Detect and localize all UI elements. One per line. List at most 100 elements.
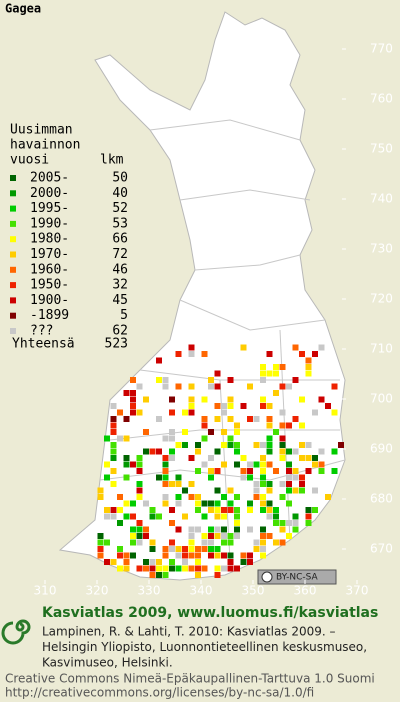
observation-square bbox=[136, 383, 143, 390]
observation-square bbox=[143, 526, 149, 533]
observation-square bbox=[143, 429, 149, 435]
observation-square bbox=[247, 552, 253, 559]
observation-square bbox=[195, 572, 201, 578]
license-line: Creative Commons Nimeä-Epäkaupallinen-Ta… bbox=[5, 672, 375, 686]
observation-square bbox=[286, 481, 292, 487]
observation-square bbox=[110, 507, 117, 513]
observation-square bbox=[299, 351, 305, 357]
observation-square bbox=[182, 429, 188, 435]
legend-heading: Uusimman bbox=[10, 123, 73, 138]
observation-square bbox=[104, 539, 110, 546]
observation-square bbox=[136, 494, 143, 500]
observation-square bbox=[104, 461, 110, 468]
legend-count: 62 bbox=[112, 324, 128, 339]
observation-square bbox=[260, 403, 266, 409]
observation-square bbox=[123, 500, 130, 507]
observation-square bbox=[162, 435, 169, 442]
observation-square bbox=[292, 344, 299, 351]
observation-square bbox=[149, 507, 156, 513]
observation-square bbox=[273, 468, 279, 474]
observation-square bbox=[240, 468, 247, 474]
observation-square bbox=[195, 526, 201, 533]
observation-square bbox=[266, 481, 273, 487]
observation-square bbox=[136, 520, 143, 526]
observation-square bbox=[227, 559, 234, 565]
observation-square bbox=[208, 468, 214, 474]
observation-square bbox=[279, 494, 286, 500]
legend-count: 32 bbox=[112, 278, 128, 293]
observation-square bbox=[286, 468, 292, 474]
citation-line: Helsingin Yliopisto, Luonnontieteellinen… bbox=[42, 640, 367, 654]
legend-label: 2005- bbox=[30, 171, 69, 186]
observation-square bbox=[266, 403, 273, 409]
observation-square bbox=[182, 559, 188, 565]
observation-square bbox=[227, 396, 234, 403]
observation-square bbox=[279, 539, 286, 546]
observation-square bbox=[266, 435, 273, 442]
footer-heading: Kasviatlas 2009, www.luomus.fi/kasviatla… bbox=[42, 605, 378, 621]
observation-square bbox=[188, 552, 195, 559]
observation-square bbox=[162, 500, 169, 507]
y-tick-label: 730 bbox=[370, 242, 393, 256]
observation-square bbox=[240, 552, 247, 559]
observation-square bbox=[292, 448, 299, 455]
observation-square bbox=[266, 513, 273, 520]
y-tick-label: 700 bbox=[370, 392, 393, 406]
observation-square bbox=[305, 370, 312, 377]
observation-square bbox=[214, 383, 221, 390]
observation-square bbox=[234, 507, 240, 513]
observation-square bbox=[149, 559, 156, 565]
legend-swatch bbox=[10, 220, 16, 227]
observation-square bbox=[318, 468, 325, 474]
observation-square bbox=[143, 565, 149, 572]
observation-square bbox=[169, 546, 175, 552]
observation-square bbox=[156, 565, 162, 572]
observation-square bbox=[240, 559, 247, 565]
legend-count: 72 bbox=[112, 247, 128, 262]
observation-square bbox=[182, 513, 188, 520]
observation-square bbox=[169, 507, 175, 513]
observation-square bbox=[234, 442, 240, 448]
observation-square bbox=[123, 435, 130, 442]
observation-square bbox=[110, 416, 117, 422]
observation-square bbox=[266, 422, 273, 429]
observation-square bbox=[331, 383, 338, 390]
observation-square bbox=[162, 455, 169, 461]
observation-square bbox=[162, 565, 169, 572]
observation-square bbox=[214, 448, 221, 455]
citation-line: Kasvimuseo, Helsinki. bbox=[42, 656, 173, 670]
observation-square bbox=[279, 481, 286, 487]
observation-square bbox=[136, 468, 143, 474]
observation-square bbox=[247, 500, 253, 507]
observation-square bbox=[188, 403, 195, 409]
observation-square bbox=[195, 494, 201, 500]
observation-square bbox=[312, 461, 318, 468]
observation-square bbox=[110, 455, 117, 461]
observation-square bbox=[227, 552, 234, 559]
observation-square bbox=[279, 383, 286, 390]
observation-square bbox=[201, 546, 208, 552]
observation-square bbox=[188, 455, 195, 461]
observation-square bbox=[110, 442, 117, 448]
observation-square bbox=[253, 416, 260, 422]
observation-square bbox=[169, 429, 175, 435]
observation-square bbox=[279, 409, 286, 416]
observation-square bbox=[286, 474, 292, 481]
observation-square bbox=[260, 377, 266, 383]
observation-square bbox=[195, 546, 201, 552]
license-badge: BY-NC-SA bbox=[257, 569, 337, 585]
observation-square bbox=[188, 546, 195, 552]
observation-square bbox=[169, 520, 175, 526]
observation-square bbox=[195, 552, 201, 559]
observation-square bbox=[247, 474, 253, 481]
observation-square bbox=[318, 396, 325, 403]
observation-square bbox=[156, 559, 162, 565]
observation-square bbox=[227, 403, 234, 409]
observation-square bbox=[104, 474, 110, 481]
observation-square bbox=[279, 520, 286, 526]
legend-label: 1900- bbox=[30, 293, 69, 308]
legend-heading: havainnon bbox=[10, 138, 80, 153]
observation-square bbox=[214, 533, 221, 539]
observation-square bbox=[240, 403, 247, 409]
legend-swatch bbox=[10, 312, 16, 319]
